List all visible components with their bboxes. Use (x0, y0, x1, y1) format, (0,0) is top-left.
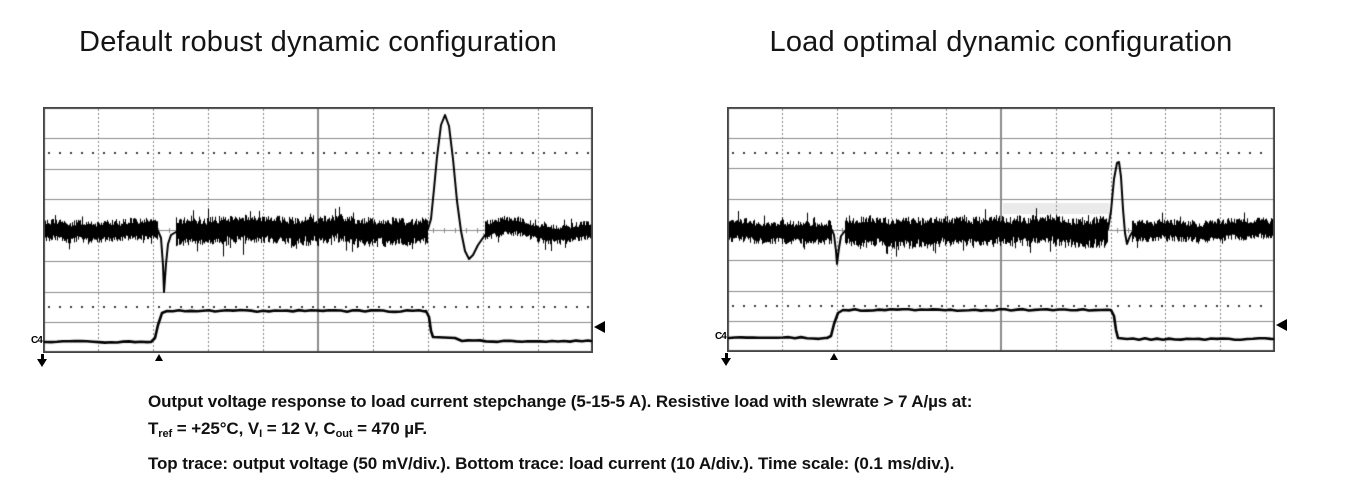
channel-label: C4 (30, 335, 43, 346)
right-waveform-canvas (727, 107, 1275, 352)
caption-scales: Top trace: output voltage (50 mV/div.). … (148, 454, 955, 473)
ground-reference-arrow-icon (720, 353, 732, 366)
caption-line2: Tref = +25°C, VI = 12 V, Cout = 470 µF. (148, 419, 427, 441)
caption-line1: Output voltage response to load current … (148, 392, 973, 411)
left-waveform-canvas (43, 107, 593, 353)
trigger-time-marker-icon (154, 354, 163, 361)
trigger-time-marker-icon (829, 353, 838, 360)
left-oscilloscope-capture: C4 (30, 107, 605, 367)
trigger-level-arrow-icon (594, 320, 605, 333)
right-scope-title: Load optimal dynamic configuration (769, 26, 1233, 58)
right-oscilloscope-capture: C4 (714, 107, 1287, 366)
left-scope-title: Default robust dynamic configuration (79, 26, 557, 58)
ground-reference-arrow-icon (36, 354, 48, 367)
channel-label: C4 (714, 331, 727, 342)
trigger-level-arrow-icon (1276, 319, 1287, 332)
caption-conditions: Output voltage response to load current … (148, 388, 1248, 445)
figure-caption: Output voltage response to load current … (148, 388, 1248, 477)
